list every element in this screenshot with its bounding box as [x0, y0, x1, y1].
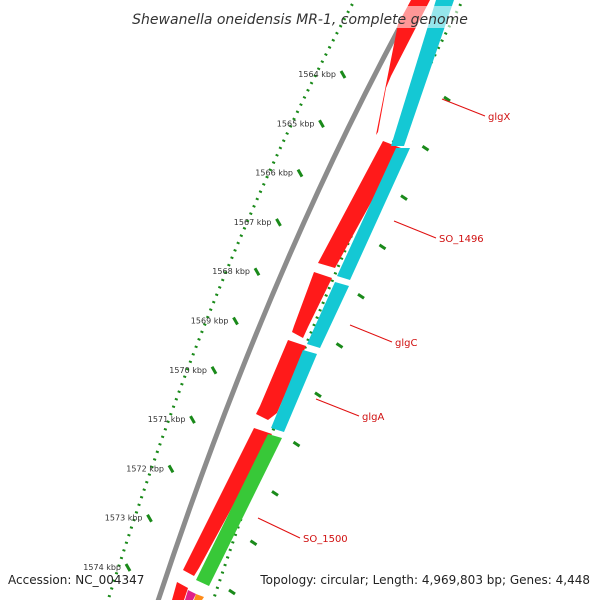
gene-label[interactable]: SO_1496 [439, 234, 484, 245]
cds-segment [318, 141, 401, 268]
ruler-tick-label: 1570 kbp [169, 366, 207, 375]
gene-label[interactable]: glgC [395, 338, 417, 349]
ruler-line-outer [106, 0, 357, 600]
gene-label[interactable]: glgA [362, 412, 384, 423]
ruler-tick-mark [271, 490, 279, 497]
ruler-tick-label: 1566 kbp [255, 169, 293, 178]
gene-label-line [315, 398, 360, 417]
ruler-tick-mark [314, 391, 322, 399]
ruler-tick-label: 1567 kbp [234, 218, 272, 227]
genome-summary-text: Topology: circular; Length: 4,969,803 bp… [260, 573, 590, 587]
cds-segment [256, 340, 306, 420]
ruler-tick-mark [357, 292, 365, 300]
accession-text: Accession: NC_004347 [8, 573, 145, 587]
ruler-tick-mark [232, 316, 239, 326]
ruler-tick-mark [189, 415, 196, 424]
ruler-tick-mark [443, 95, 451, 103]
ruler-tick-label: 1569 kbp [191, 317, 229, 326]
ruler-tick-mark [275, 218, 282, 227]
ruler-tick-label: 1565 kbp [277, 119, 315, 128]
gene-label-group: glgX SO_1496 glgC glgA SO_1500 [257, 98, 510, 545]
cds-segment [183, 428, 272, 576]
ruler-tick-mark [400, 194, 408, 201]
ruler-tick-mark [335, 342, 344, 349]
cds-segment [337, 148, 410, 280]
cds-segment [292, 272, 332, 338]
backbone-ring [155, 0, 418, 600]
ruler-tick-mark [167, 464, 175, 474]
ruler-tick-mark [253, 267, 261, 276]
ruler-tick-label: 1568 kbp [212, 267, 250, 276]
ruler-tick-mark [339, 70, 347, 79]
gene-label-line [393, 220, 437, 239]
ruler-tick-mark [378, 243, 387, 251]
cds-segment [391, 0, 454, 146]
cds-segment [185, 590, 196, 600]
gene-label-line [349, 324, 393, 343]
genome-title: Shewanella oneidensis MR-1, complete gen… [132, 12, 468, 28]
ruler-tick-mark [210, 366, 218, 375]
ruler-tick-mark [318, 119, 325, 129]
cds-segment [172, 582, 188, 600]
ruler-ticks: 1564 kbp 1565 kbp 1566 kbp 1567 kbp 1568 kbp… [83, 70, 451, 596]
gene-label-line [257, 517, 301, 539]
gene-label[interactable]: glgX [488, 112, 510, 123]
ruler-tick-mark [146, 513, 153, 523]
ruler-tick-label: 1574 kbp [83, 563, 121, 572]
title-backdrop [355, 6, 465, 28]
ruler-tick-mark [296, 168, 304, 178]
ruler-tick-mark [421, 145, 430, 152]
ruler-tick-mark [249, 539, 258, 546]
ruler-tick-label: 1564 kbp [298, 70, 336, 79]
cds-segment [196, 434, 282, 586]
ruler-tick-label: 1572 kbp [126, 464, 164, 473]
ruler-tick-mark [292, 440, 301, 448]
gene-label[interactable]: SO_1500 [303, 534, 348, 545]
gene-label-line [441, 98, 486, 117]
cds-segment [271, 350, 317, 432]
cds-segment [307, 282, 349, 348]
ruler-tick-mark [228, 588, 236, 596]
ruler-tick-mark [124, 563, 132, 572]
ruler-tick-label: 1573 kbp [105, 514, 143, 523]
cds-segment [194, 594, 204, 600]
ruler-tick-label: 1571 kbp [148, 415, 186, 424]
